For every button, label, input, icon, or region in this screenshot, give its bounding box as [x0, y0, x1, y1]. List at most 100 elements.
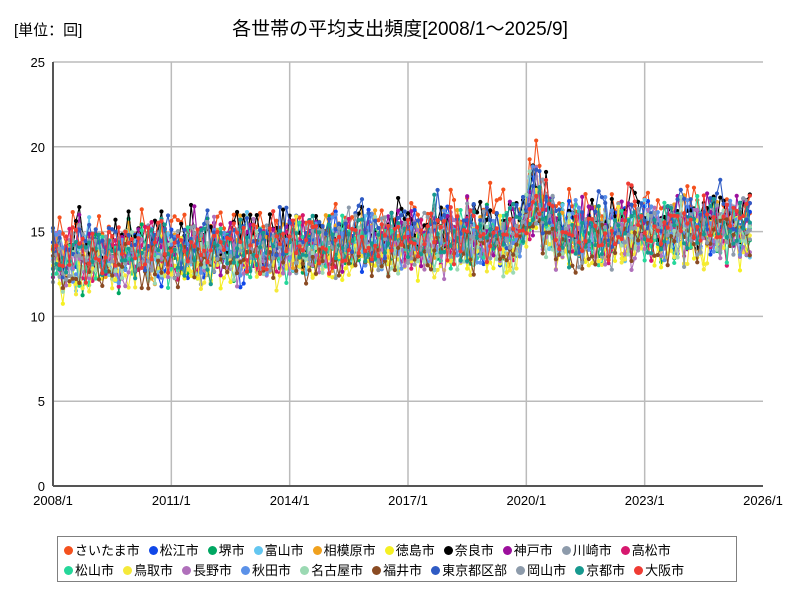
series-marker [497, 247, 503, 252]
series-marker [238, 213, 243, 218]
series-marker [639, 246, 644, 251]
legend-item-松山市[interactable]: 松山市 [64, 564, 114, 577]
series-marker [425, 263, 430, 268]
series-marker [317, 270, 322, 275]
series-marker [455, 214, 460, 219]
legend-item-富山市[interactable]: 富山市 [253, 544, 304, 557]
series-marker [721, 245, 726, 250]
series-marker [116, 225, 121, 230]
legend-marker-icon [620, 545, 630, 555]
series-marker [520, 228, 526, 233]
series-marker [376, 259, 381, 264]
series-marker [514, 266, 519, 271]
series-marker [626, 252, 631, 257]
series-marker [244, 269, 250, 274]
series-marker [110, 234, 115, 239]
series-marker [448, 254, 453, 259]
series-marker [399, 213, 404, 218]
series-marker [428, 267, 434, 272]
series-marker [586, 256, 591, 262]
legend-item-堺市[interactable]: 堺市 [207, 542, 245, 558]
series-marker [451, 197, 457, 203]
series-marker [225, 270, 230, 275]
series-marker [691, 185, 697, 190]
legend-item-相模原市[interactable]: 相模原市 [312, 544, 376, 557]
series-marker [333, 201, 338, 207]
series-marker [747, 228, 752, 233]
series-marker [682, 196, 687, 201]
series-marker [248, 212, 253, 218]
legend-item-川崎市[interactable]: 川崎市 [561, 544, 612, 557]
series-marker [271, 209, 276, 214]
chart-title: 各世帯の平均支出頻度[2008/1〜2025/9] [232, 19, 568, 40]
series-marker [221, 275, 227, 280]
legend-item-徳島市[interactable]: 徳島市 [384, 544, 435, 557]
legend-item-東京都区部[interactable]: 東京都区部 [431, 564, 507, 577]
series-marker [54, 271, 59, 276]
series-marker [580, 248, 585, 254]
series-marker [77, 280, 82, 286]
legend-marker-icon [502, 545, 512, 555]
series-marker [589, 217, 595, 222]
series-marker [297, 255, 302, 260]
legend-marker-icon [241, 565, 251, 575]
series-marker [254, 213, 259, 218]
series-marker [747, 193, 752, 198]
legend-item-奈良市[interactable]: 奈良市 [443, 544, 494, 557]
series-marker [714, 191, 720, 196]
series-marker [369, 257, 374, 262]
series-marker [356, 211, 361, 216]
series-marker [695, 207, 700, 212]
series-marker [363, 259, 368, 264]
series-marker [54, 243, 59, 248]
series-marker [507, 199, 512, 204]
legend-item-岡山市[interactable]: 岡山市 [516, 564, 566, 577]
legend-item-松江市[interactable]: 松江市 [148, 544, 199, 557]
legend-item-京都市[interactable]: 京都市 [575, 564, 625, 577]
series-marker [481, 248, 486, 253]
series-marker [405, 254, 411, 260]
legend-item-福井市[interactable]: 福井市 [372, 564, 422, 577]
series-marker [619, 199, 624, 204]
series-marker [136, 227, 141, 232]
series-marker [327, 216, 332, 222]
series-marker [175, 285, 181, 290]
legend-item-鳥取市[interactable]: 鳥取市 [123, 564, 173, 577]
legend-item-label: 堺市 [218, 542, 245, 558]
series-marker [123, 229, 128, 234]
series-marker [87, 289, 92, 294]
legend-item-名古屋市[interactable]: 名古屋市 [300, 564, 363, 577]
series-marker [202, 268, 207, 273]
series-marker [389, 228, 394, 233]
series-marker [415, 218, 420, 223]
series-marker [251, 216, 256, 222]
series-marker [70, 209, 75, 215]
series-marker [583, 191, 588, 197]
series-marker [501, 254, 506, 259]
series-marker [231, 277, 236, 282]
series-marker [327, 222, 332, 227]
legend-item-大阪市[interactable]: 大阪市 [634, 564, 684, 577]
series-marker [557, 207, 562, 212]
series-marker [573, 251, 578, 256]
series-marker [261, 224, 266, 229]
series-marker [87, 240, 92, 245]
legend-item-高松市[interactable]: 高松市 [620, 544, 671, 557]
series-marker [106, 229, 111, 235]
series-marker [435, 267, 440, 273]
series-marker [540, 177, 545, 182]
series-marker [343, 258, 348, 263]
legend-item-さいたま市[interactable]: さいたま市 [64, 544, 140, 557]
legend-item-長野市[interactable]: 長野市 [182, 564, 232, 577]
legend-item-神戸市[interactable]: 神戸市 [502, 544, 553, 557]
series-marker [599, 242, 605, 248]
series-marker [77, 222, 82, 228]
series-marker [504, 232, 509, 237]
legend-item-label: 福井市 [383, 562, 423, 578]
series-marker [501, 274, 506, 279]
legend-row: 松山市 鳥取市 長野市 秋田市 名古屋市 福井市 東京都区部 岡山市 京都市 大阪市 [64, 560, 732, 580]
legend-item-秋田市[interactable]: 秋田市 [241, 564, 291, 577]
series-marker [560, 203, 565, 208]
series-marker [396, 245, 401, 251]
series-marker [175, 229, 181, 234]
